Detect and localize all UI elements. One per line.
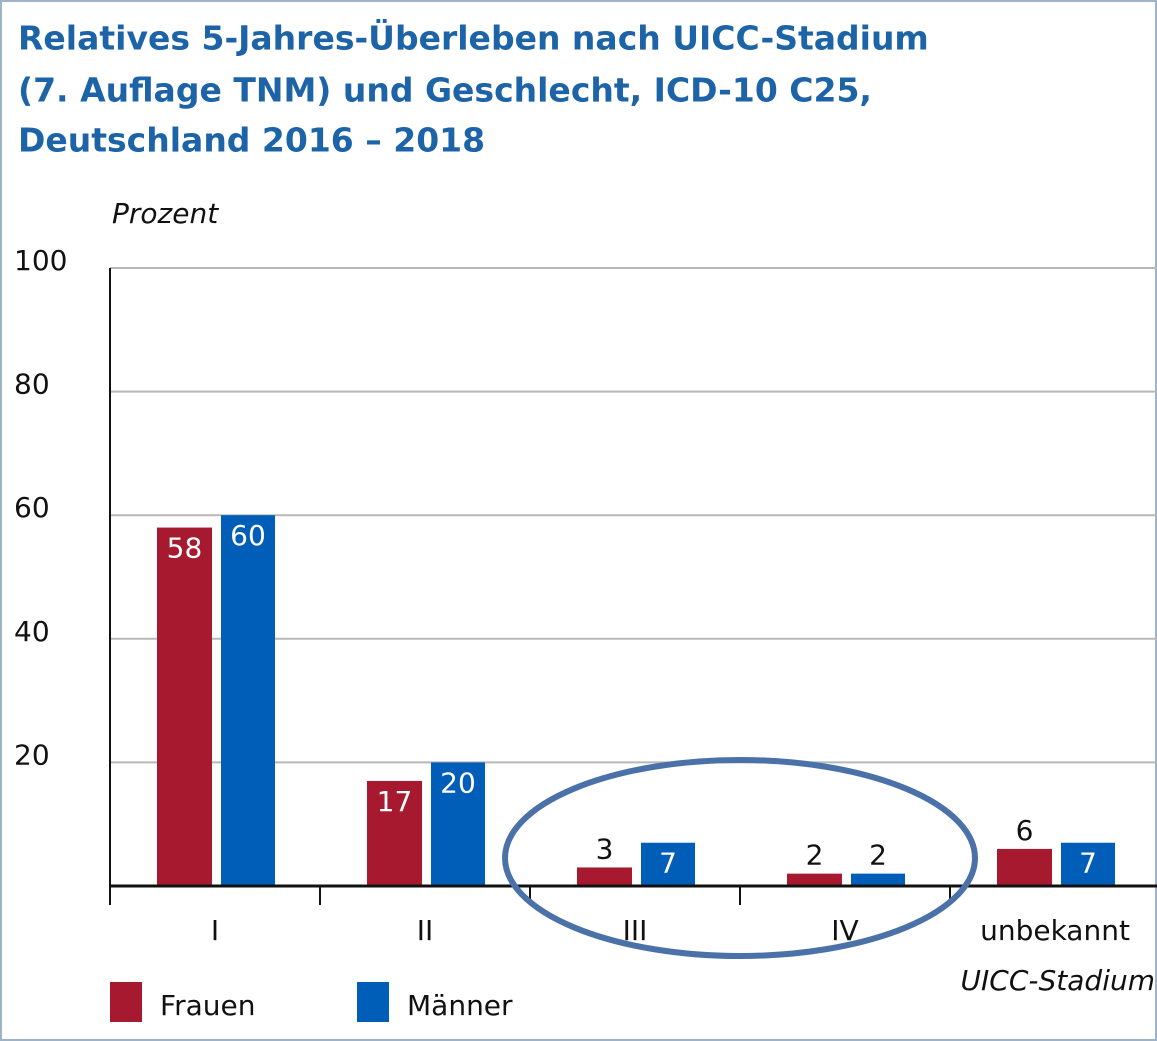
y-tick-label: 100 xyxy=(14,244,67,277)
x-tick-label: I xyxy=(211,914,219,947)
bar xyxy=(1061,842,1115,886)
value-label: 58 xyxy=(167,532,203,565)
bar xyxy=(367,780,422,886)
x-tick-label: unbekannt xyxy=(980,914,1130,947)
bar xyxy=(851,873,905,886)
bar xyxy=(431,762,485,886)
legend-label: Frauen xyxy=(160,989,255,1022)
chart-title: (7. Auflage TNM) und Geschlecht, ICD-10 … xyxy=(18,71,872,110)
bar xyxy=(997,848,1052,886)
value-label: 3 xyxy=(596,832,614,865)
value-label: 20 xyxy=(440,766,476,799)
value-label: 7 xyxy=(659,847,677,880)
value-label: 6 xyxy=(1016,814,1034,847)
y-axis-label: Prozent xyxy=(112,197,219,230)
value-label: 2 xyxy=(806,839,824,872)
legend-label: Männer xyxy=(407,989,513,1022)
x-tick-label: II xyxy=(417,914,434,947)
y-tick-label: 80 xyxy=(14,368,50,401)
legend-swatch xyxy=(357,982,389,1022)
y-tick-label: 20 xyxy=(14,738,50,771)
chart-title: Deutschland 2016 – 2018 xyxy=(18,121,485,160)
chart-title: Relatives 5-Jahres-Überleben nach UICC-S… xyxy=(18,18,929,58)
bar xyxy=(641,842,695,886)
highlight-ellipse xyxy=(502,757,978,959)
y-tick-label: 60 xyxy=(14,491,50,524)
legend-swatch xyxy=(110,982,142,1022)
bar xyxy=(577,867,632,886)
value-label: 2 xyxy=(869,839,887,872)
bar xyxy=(221,515,275,886)
bar xyxy=(787,873,842,886)
value-label: 7 xyxy=(1079,847,1097,880)
value-label: 17 xyxy=(377,785,413,818)
bar xyxy=(157,527,212,886)
value-label: 60 xyxy=(230,519,266,552)
y-tick-label: 40 xyxy=(14,615,50,648)
x-axis-label: UICC-Stadium xyxy=(961,964,1155,997)
